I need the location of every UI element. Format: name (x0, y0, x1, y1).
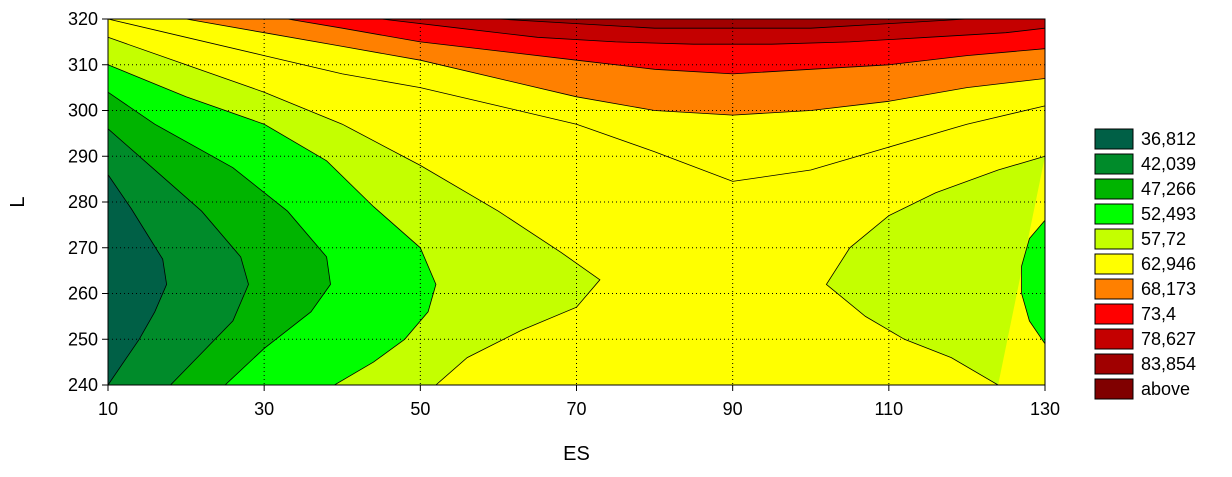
legend-label: 57,72 (1141, 229, 1186, 249)
legend-swatch (1094, 153, 1134, 175)
y-tick-label: 260 (68, 284, 98, 304)
x-tick-label: 90 (723, 399, 743, 419)
legend-label: 62,946 (1141, 254, 1196, 274)
contour-line (107, 91, 331, 386)
legend-swatch (1094, 128, 1134, 150)
legend-label: 52,493 (1141, 204, 1196, 224)
legend-label: 36,812 (1141, 129, 1196, 149)
legend-label: above (1141, 379, 1190, 399)
contour-line (107, 174, 168, 386)
contour-line (287, 18, 1046, 75)
contour-line (107, 36, 601, 386)
y-tick-label: 280 (68, 192, 98, 212)
legend: 36,812 42,039 47,266 52,493 57,72 62,946 68,17… (1094, 128, 1196, 400)
legend-label: 68,173 (1141, 279, 1196, 299)
x-tick-label: 130 (1030, 399, 1060, 419)
legend-label: 47,266 (1141, 179, 1196, 199)
y-axis: 240 250 260 270 280 290 300 310 320 (68, 9, 108, 395)
y-tick-label: 250 (68, 329, 98, 349)
y-tick-label: 290 (68, 146, 98, 166)
legend-label: 78,627 (1141, 329, 1196, 349)
legend-swatch (1094, 328, 1134, 350)
x-tick-label: 50 (410, 399, 430, 419)
legend-label: 73,4 (1141, 304, 1176, 324)
x-tick-label: 70 (566, 399, 586, 419)
y-tick-label: 240 (68, 375, 98, 395)
y-tick-label: 270 (68, 238, 98, 258)
legend-swatch (1094, 378, 1134, 400)
x-axis-title: ES (563, 443, 590, 465)
grid-lines (108, 19, 1045, 385)
y-tick-label: 310 (68, 55, 98, 75)
y-tick-label: 320 (68, 9, 98, 29)
x-axis: 10 30 50 70 90 110 130 (98, 385, 1060, 419)
contour-line (381, 18, 1046, 45)
contour-line (825, 155, 1046, 386)
legend-swatch (1094, 253, 1134, 275)
x-tick-label: 10 (98, 399, 118, 419)
x-tick-label: 110 (874, 399, 903, 419)
contour-region (381, 19, 1046, 45)
contour-line (186, 18, 1046, 116)
contour-region (826, 156, 1045, 385)
y-axis-title: L (7, 196, 29, 207)
legend-label: 83,854 (1141, 354, 1196, 374)
legend-swatch (1094, 278, 1134, 300)
x-tick-label: 30 (254, 399, 274, 419)
legend-swatch (1094, 353, 1134, 375)
contour-line (1021, 220, 1046, 345)
legend-swatch (1094, 203, 1134, 225)
y-tick-label: 300 (68, 101, 98, 121)
contour-region (108, 174, 167, 385)
contour-line (107, 128, 249, 386)
legend-swatch (1094, 178, 1134, 200)
legend-swatch (1094, 228, 1134, 250)
legend-swatch (1094, 303, 1134, 325)
legend-label: 42,039 (1141, 154, 1196, 174)
